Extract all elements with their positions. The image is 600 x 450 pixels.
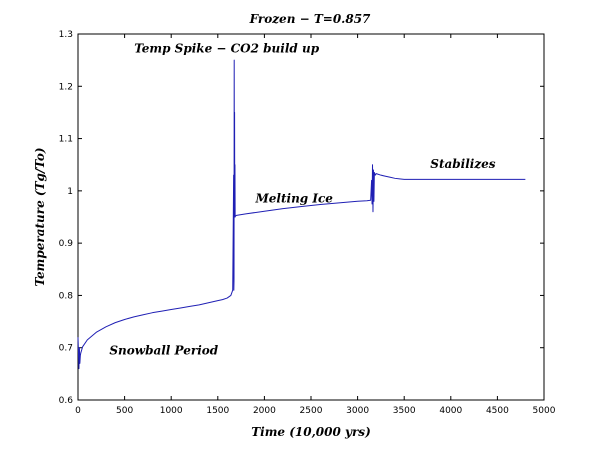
annotations: Temp Spike − CO2 build up Melting Ice Stab… — [109, 41, 495, 357]
y-tick-label: 1 — [67, 187, 73, 197]
y-tick-label: 0.6 — [59, 396, 74, 406]
y-tick-label: 1.2 — [59, 82, 73, 92]
axis-tick-labels: 0 500 1000 1500 2000 2500 3000 3500 4000 4500 5000… — [59, 30, 556, 416]
y-tick-label: 1.1 — [59, 135, 73, 145]
x-axis-label: Time (10,000 yrs) — [251, 425, 371, 439]
annotation-label: Melting Ice — [255, 191, 334, 205]
y-tick-label: 0.7 — [59, 344, 73, 354]
y-tick-label: 0.9 — [59, 239, 74, 249]
annotation-label: Stabilizes — [430, 157, 496, 171]
x-tick-label: 0 — [75, 406, 81, 416]
x-tick-label: 500 — [116, 406, 133, 416]
x-tick-label: 1500 — [206, 406, 229, 416]
axis-ticks — [77, 33, 545, 401]
x-tick-label: 2500 — [300, 406, 323, 416]
x-tick-label: 2000 — [253, 406, 276, 416]
annotation-label: Temp Spike − CO2 build up — [134, 41, 319, 55]
x-tick-label: 3500 — [393, 406, 416, 416]
annotation-label: Snowball Period — [109, 344, 218, 358]
y-tick-label: 1.3 — [59, 30, 73, 40]
x-tick-label: 4500 — [486, 406, 509, 416]
x-tick-label: 3000 — [346, 406, 369, 416]
y-tick-label: 0.8 — [59, 291, 74, 301]
y-axis-label: Temperature (Tg/To) — [33, 147, 47, 286]
x-tick-label: 4000 — [439, 406, 462, 416]
chart-title: Frozen − T=0.857 — [249, 12, 371, 26]
x-tick-label: 1000 — [160, 406, 183, 416]
plot-area — [77, 33, 545, 401]
x-tick-label: 5000 — [533, 406, 556, 416]
temperature-series-line — [77, 59, 526, 370]
